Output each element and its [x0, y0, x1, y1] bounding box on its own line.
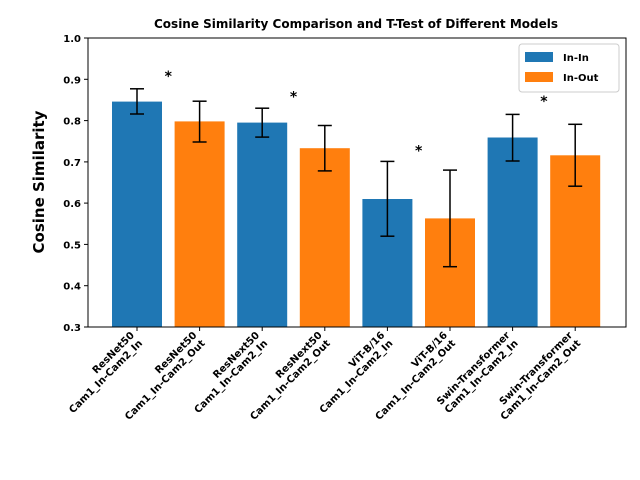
legend-label-0: In-In [563, 53, 589, 64]
significance-star-0: * [165, 69, 173, 85]
legend-swatch-0 [525, 52, 553, 62]
y-tick-label-3: 0.6 [63, 199, 81, 210]
significance-star-1: * [290, 90, 298, 106]
x-tick-label-0: ResNet50Cam1_In-Cam2_In [59, 330, 145, 416]
error-bar-7 [568, 123, 583, 187]
bar-6 [487, 137, 538, 327]
legend-box [518, 43, 620, 93]
legend: In-In In-Out [518, 43, 620, 93]
bar-3 [299, 148, 350, 327]
legend-swatch-1 [525, 72, 553, 82]
bar-1 [174, 121, 225, 328]
y-tick-label-0: 0.3 [63, 323, 81, 334]
y-tick-label-1: 0.4 [63, 282, 81, 293]
error-bar-6 [505, 113, 520, 162]
chart-title: Cosine Similarity Comparison and T-Test … [154, 17, 558, 31]
plot-area: * * * * 0.3 0.4 0.5 0.6 0.7 0.8 0.9 1.0 ResNet50Cam1… [59, 34, 627, 423]
bar-2 [237, 122, 288, 327]
significance-star-2: * [415, 143, 423, 159]
significance-star-3: * [540, 94, 548, 110]
error-bar-1 [192, 100, 207, 143]
error-bar-0 [130, 88, 144, 115]
bar-0 [112, 101, 162, 327]
y-tick-label-2: 0.5 [63, 240, 81, 251]
y-tick-label-6: 0.9 [63, 75, 81, 86]
y-axis-label: Cosine Similarity [30, 110, 48, 253]
error-bar-4 [380, 160, 395, 237]
y-tick-label-5: 0.8 [63, 117, 81, 128]
axes-frame [87, 37, 627, 328]
legend-label-1: In-Out [563, 73, 599, 84]
y-tick-label-7: 1.0 [63, 34, 81, 45]
error-bar-5 [443, 169, 457, 268]
y-tick-label-4: 0.7 [63, 158, 81, 169]
error-bar-3 [317, 124, 332, 172]
error-bar-2 [255, 107, 270, 138]
